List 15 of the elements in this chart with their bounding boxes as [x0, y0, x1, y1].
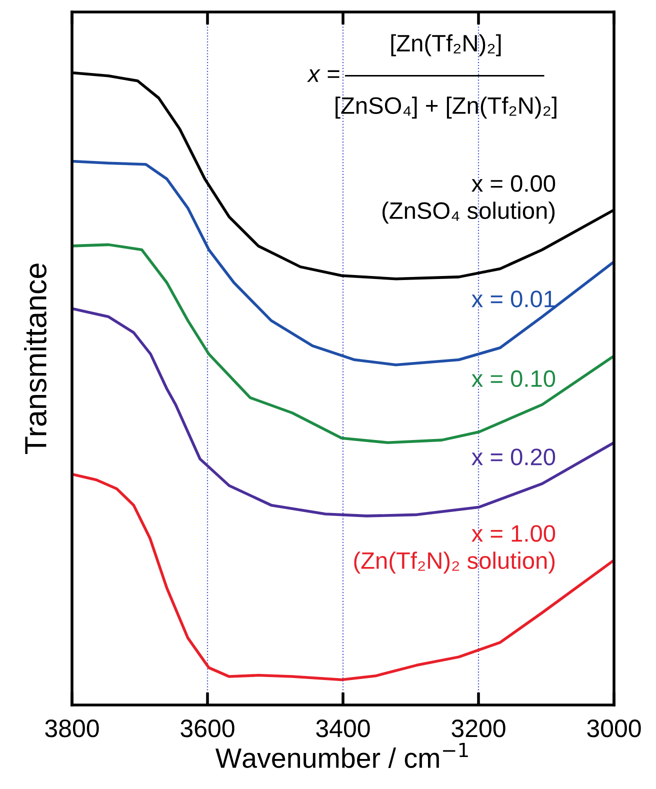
x-tick-label: 3800: [45, 720, 99, 738]
annotation: x =: [307, 69, 340, 82]
series-label: x = 0.01: [472, 290, 555, 308]
text: [Zn(Tf₂N)₂]: [391, 34, 501, 56]
series-label: x = 0.00 (ZnSO₄ solution): [382, 175, 556, 224]
x-tick-label: 3200: [452, 720, 506, 738]
x-axis-title: Wavenumber / cm$^{−1}$: [215, 742, 468, 768]
series-label: x = 0.20: [472, 448, 556, 466]
series-label: x = 1.00 (Zn(Tf₂N)₂ solution): [354, 525, 556, 574]
series-label: x = 0.10: [472, 370, 556, 388]
x-tick-label: 3400: [316, 720, 370, 738]
x-tick-label: 3000: [587, 720, 641, 738]
y-axis-title: Transmittance: [24, 264, 47, 454]
x-tick-label: 3600: [180, 720, 234, 738]
annotation: [ZnSO₄] + [Zn(Tf₂N)₂]: [336, 96, 556, 119]
